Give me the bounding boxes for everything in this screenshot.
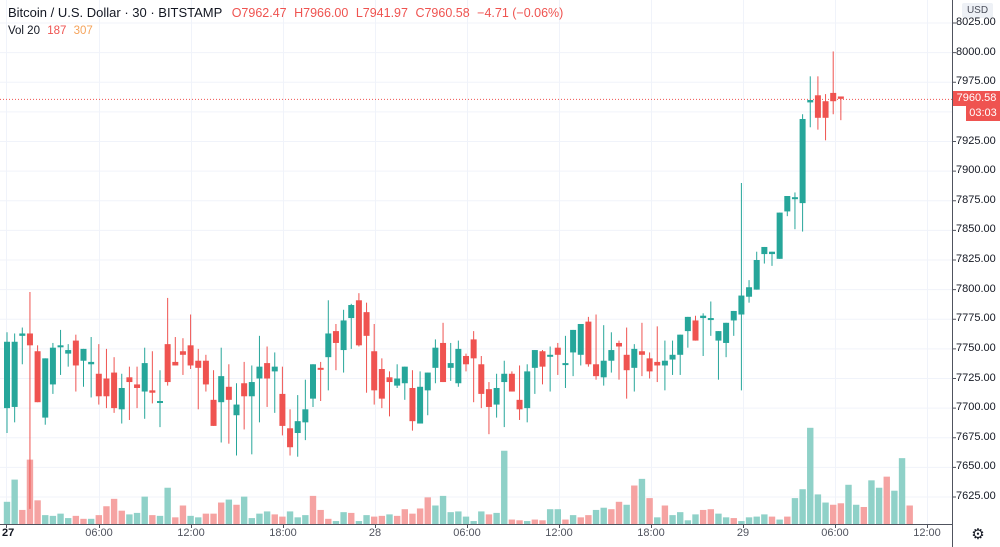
time-tick-label: 28 [368, 527, 382, 539]
symbol-legend: Bitcoin / U.S. Dollar · 30 · BITSTAMP O7… [8, 5, 567, 20]
time-tick-label: 06:00 [85, 527, 113, 539]
price-tick-label: 7875.00 [956, 193, 996, 206]
time-tick-label: 18:00 [637, 527, 665, 539]
symbol-title[interactable]: Bitcoin / U.S. Dollar · 30 · BITSTAMP [8, 5, 223, 20]
close-value: C7960.58 [415, 6, 470, 20]
last-price-tag: 7960.58 [953, 91, 1000, 106]
volume-ma-value: 307 [73, 25, 93, 37]
ohlc-values: O7962.47 H7966.00 L7941.97 C7960.58 −4.7… [232, 6, 568, 20]
price-tick-label: 7800.00 [956, 282, 996, 295]
volume-legend: Vol 20 187 307 [8, 25, 93, 37]
time-tick-label: 29 [736, 527, 750, 539]
price-tick-label: 7975.00 [956, 75, 996, 88]
price-tick-label: 7675.00 [956, 430, 996, 443]
volume-label[interactable]: Vol 20 [8, 25, 40, 37]
gear-icon[interactable]: ⚙ [971, 526, 985, 543]
price-tick-label: 7850.00 [956, 223, 996, 236]
currency-label[interactable]: USD [962, 3, 993, 18]
time-tick-label: 06:00 [821, 527, 849, 539]
price-tick-label: 7725.00 [956, 371, 996, 384]
price-tick-label: 7650.00 [956, 460, 996, 473]
price-tick-label: 8025.00 [956, 16, 996, 28]
change-value: −4.71 (−0.06%) [477, 6, 564, 20]
price-tick-label: 7750.00 [956, 341, 996, 354]
countdown-tag: 03:03 [966, 106, 1000, 121]
time-tick-label: 12:00 [177, 527, 205, 539]
volume-value: 187 [47, 25, 67, 37]
price-tick-label: 7775.00 [956, 312, 996, 325]
price-tick-label: 7625.00 [956, 490, 996, 502]
time-tick-label: 12:00 [913, 527, 941, 539]
price-tick-label: 7925.00 [956, 134, 996, 147]
time-tick-label: 06:00 [453, 527, 481, 539]
time-tick-label: 18:00 [269, 527, 297, 539]
time-tick-label: 12:00 [545, 527, 573, 539]
price-tick-label: 7825.00 [956, 253, 996, 265]
price-tick-label: 7700.00 [956, 401, 996, 414]
open-value: O7962.47 [231, 6, 287, 20]
price-tick-label: 8000.00 [956, 45, 996, 58]
high-value: H7966.00 [294, 6, 349, 20]
price-tick-label: 7900.00 [956, 164, 996, 177]
time-tick-label: 27 [2, 527, 15, 539]
low-value: L7941.97 [355, 6, 408, 20]
